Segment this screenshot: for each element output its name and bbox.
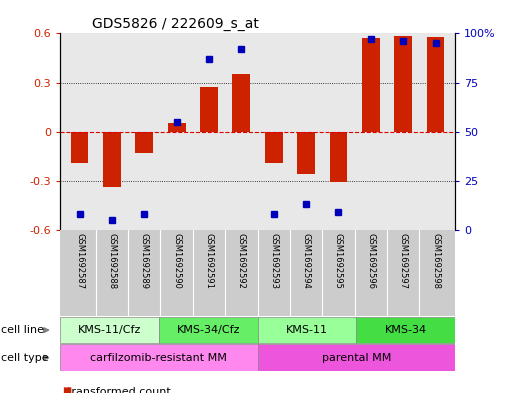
Text: GSM1692589: GSM1692589 xyxy=(140,233,149,289)
Text: GSM1692588: GSM1692588 xyxy=(107,233,117,290)
Text: GSM1692592: GSM1692592 xyxy=(237,233,246,289)
Bar xyxy=(71,132,88,163)
Bar xyxy=(257,344,455,371)
Text: GSM1692596: GSM1692596 xyxy=(366,233,376,289)
Bar xyxy=(168,123,186,132)
Bar xyxy=(60,317,159,343)
Bar xyxy=(265,132,282,163)
Bar xyxy=(60,344,257,371)
Text: GSM1692594: GSM1692594 xyxy=(302,233,311,289)
Text: GDS5826 / 222609_s_at: GDS5826 / 222609_s_at xyxy=(92,17,258,31)
Text: KMS-11/Cfz: KMS-11/Cfz xyxy=(78,325,141,335)
Text: transformed count: transformed count xyxy=(60,387,171,393)
Text: GSM1692595: GSM1692595 xyxy=(334,233,343,289)
Text: GSM1692587: GSM1692587 xyxy=(75,233,84,290)
Bar xyxy=(356,317,455,343)
Text: GSM1692593: GSM1692593 xyxy=(269,233,278,289)
Bar xyxy=(135,132,153,153)
Text: cell line: cell line xyxy=(1,325,47,335)
Bar xyxy=(427,37,445,132)
Text: cell type: cell type xyxy=(1,353,52,363)
Bar xyxy=(257,317,356,343)
Text: KMS-34: KMS-34 xyxy=(384,325,427,335)
Bar xyxy=(394,36,412,132)
Bar xyxy=(297,132,315,174)
Bar xyxy=(103,132,121,187)
Text: GSM1692597: GSM1692597 xyxy=(399,233,408,289)
Text: parental MM: parental MM xyxy=(322,353,391,363)
Text: GSM1692590: GSM1692590 xyxy=(172,233,181,289)
Text: carfilzomib-resistant MM: carfilzomib-resistant MM xyxy=(90,353,228,363)
Bar xyxy=(329,132,347,182)
Text: GSM1692591: GSM1692591 xyxy=(204,233,213,289)
Bar xyxy=(233,74,251,132)
Bar xyxy=(159,317,257,343)
Bar xyxy=(362,38,380,132)
Bar xyxy=(200,87,218,132)
Text: ■: ■ xyxy=(62,386,71,393)
Text: GSM1692598: GSM1692598 xyxy=(431,233,440,289)
Text: KMS-34/Cfz: KMS-34/Cfz xyxy=(176,325,240,335)
Text: KMS-11: KMS-11 xyxy=(286,325,328,335)
